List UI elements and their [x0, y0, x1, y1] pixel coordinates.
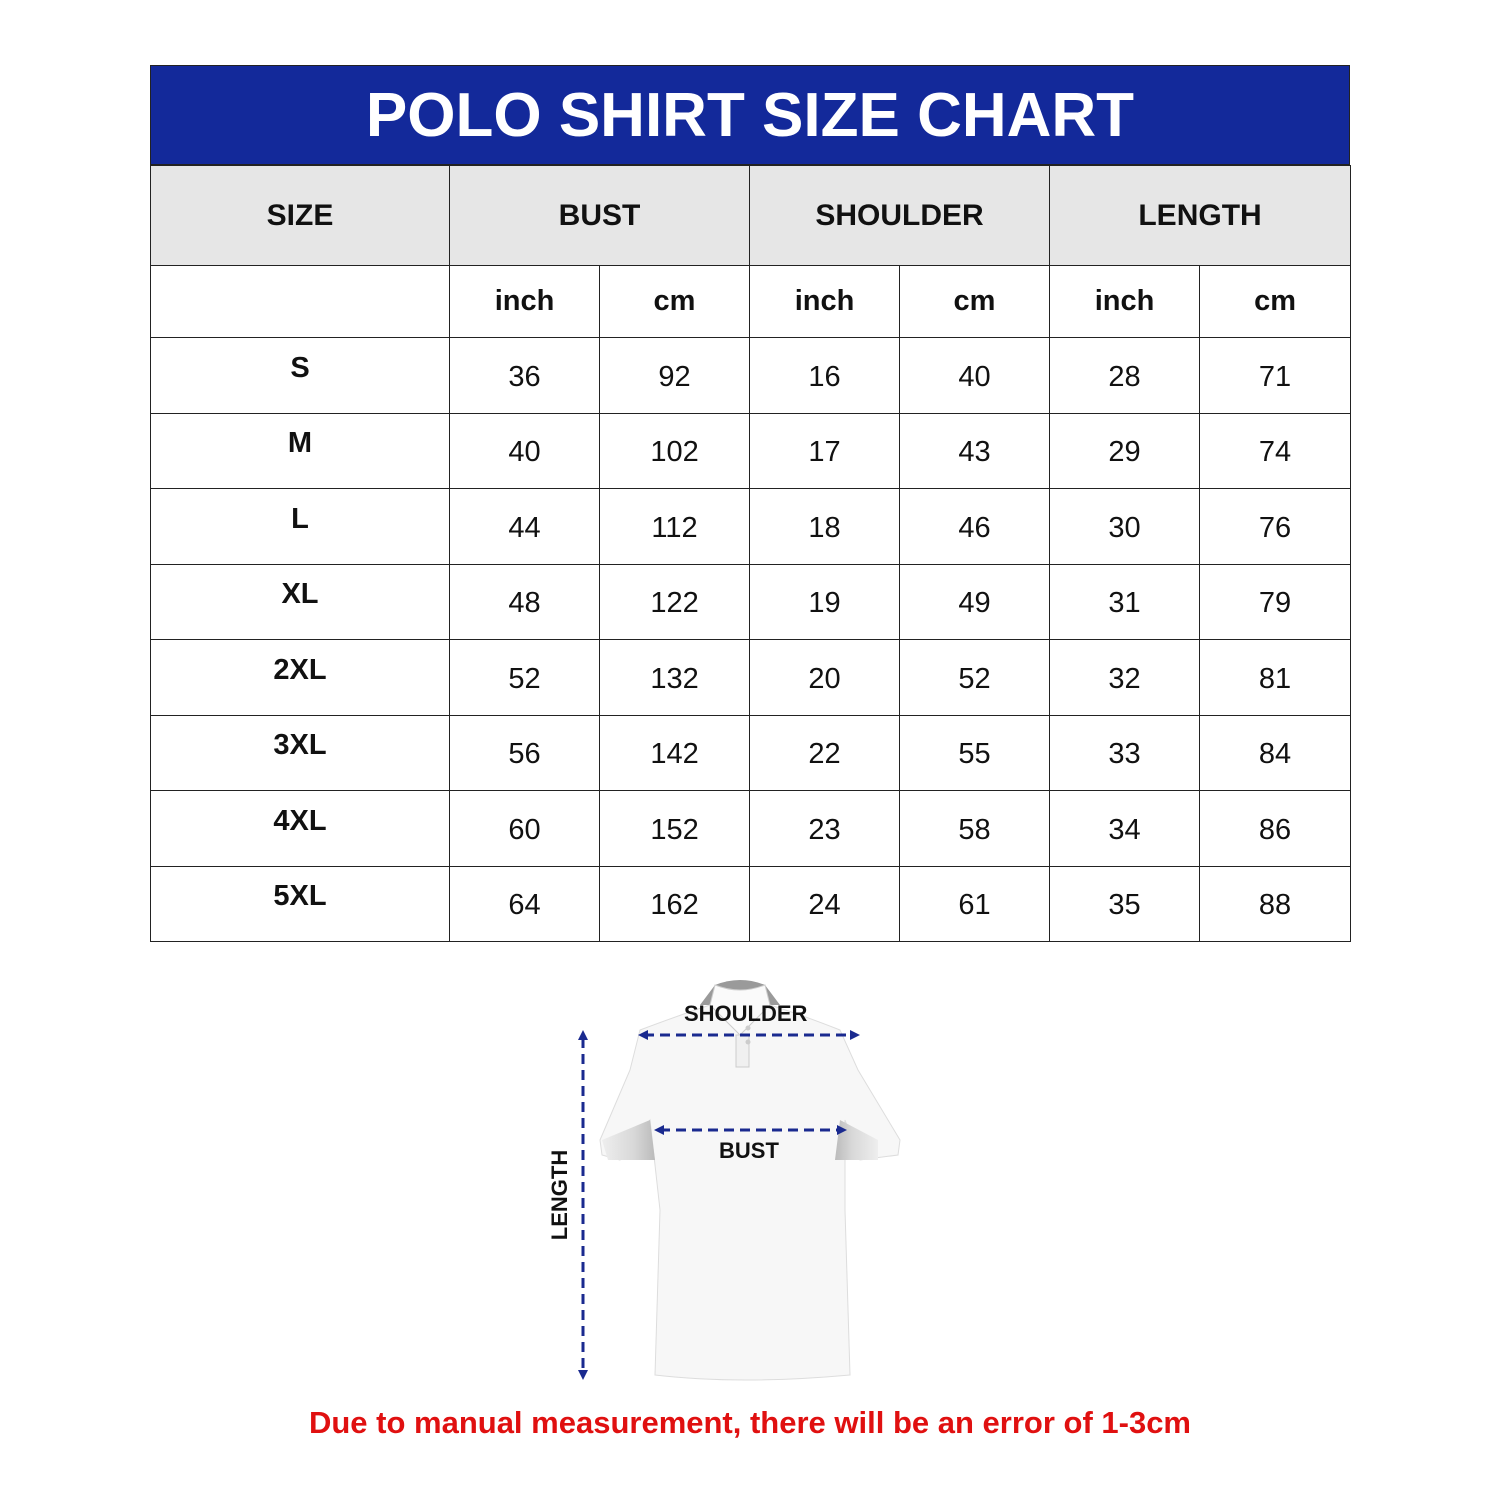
column-header-length: LENGTH — [1049, 165, 1352, 266]
column-header-shoulder: SHOULDER — [749, 165, 1051, 266]
unit-label: inch — [449, 265, 600, 338]
measurement-cell: 132 — [598, 639, 751, 716]
measurement-cell: 49 — [899, 563, 1051, 640]
chart-title: POLO SHIRT SIZE CHART — [150, 65, 1350, 165]
size-table: SIZE BUST SHOULDER LENGTH inch cm inch c… — [150, 165, 1352, 942]
size-cell: S — [150, 337, 450, 414]
measurement-cell: 28 — [1049, 337, 1201, 414]
column-header-bust: BUST — [448, 165, 751, 266]
size-cell: 4XL — [150, 790, 450, 867]
bust-arrow-icon — [654, 1125, 847, 1135]
unit-label: cm — [1199, 265, 1352, 338]
measurement-cell: 33 — [1049, 714, 1201, 791]
size-row: L 44 112 18 46 30 76 — [150, 488, 1352, 565]
measurement-cell: 40 — [449, 412, 600, 489]
measurement-cell: 40 — [899, 337, 1051, 414]
measurement-cell: 102 — [598, 412, 751, 489]
size-cell: 3XL — [150, 714, 450, 791]
measurement-cell: 17 — [749, 412, 901, 489]
size-chart: POLO SHIRT SIZE CHART SIZE BUST SHOULDER… — [150, 65, 1352, 942]
measurement-cell: 79 — [1199, 563, 1352, 640]
measurement-cell: 32 — [1049, 639, 1201, 716]
unit-label: cm — [899, 265, 1051, 338]
unit-label: inch — [749, 265, 901, 338]
measurement-cell: 88 — [1199, 865, 1352, 942]
measurement-cell: 74 — [1199, 412, 1352, 489]
unit-row: inch cm inch cm inch cm — [150, 265, 1352, 338]
size-row: 3XL 56 142 22 55 33 84 — [150, 714, 1352, 791]
measurement-cell: 18 — [749, 488, 901, 565]
measurement-note: Due to manual measurement, there will be… — [308, 1405, 1192, 1440]
measurement-cell: 92 — [598, 337, 751, 414]
measurement-cell: 20 — [749, 639, 901, 716]
shoulder-arrow-icon — [638, 1030, 860, 1040]
measurement-cell: 162 — [598, 865, 751, 942]
measurement-cell: 64 — [449, 865, 600, 942]
measurement-cell: 60 — [449, 790, 600, 867]
size-cell: M — [150, 412, 450, 489]
measurement-cell: 86 — [1199, 790, 1352, 867]
size-row: 5XL 64 162 24 61 35 88 — [150, 865, 1352, 942]
measurement-cell: 52 — [899, 639, 1051, 716]
measurement-cell: 34 — [1049, 790, 1201, 867]
measurement-cell: 16 — [749, 337, 901, 414]
bust-label: BUST — [719, 1138, 779, 1163]
polo-shirt-image — [578, 980, 901, 1381]
measurement-cell: 122 — [598, 563, 751, 640]
shoulder-label: SHOULDER — [684, 1001, 808, 1026]
size-cell: 5XL — [150, 865, 450, 942]
measurement-cell: 22 — [749, 714, 901, 791]
measurement-cell: 84 — [1199, 714, 1352, 791]
measurement-cell: 56 — [449, 714, 600, 791]
measurement-cell: 46 — [899, 488, 1051, 565]
unit-label: cm — [598, 265, 751, 338]
measurement-cell: 31 — [1049, 563, 1201, 640]
measurement-cell: 23 — [749, 790, 901, 867]
measurement-cell: 58 — [899, 790, 1051, 867]
measurement-cell: 81 — [1199, 639, 1352, 716]
size-row: 4XL 60 152 23 58 34 86 — [150, 790, 1352, 867]
measurement-cell: 52 — [449, 639, 600, 716]
measurement-cell: 24 — [749, 865, 901, 942]
measurement-cell: 152 — [598, 790, 751, 867]
length-arrow-icon — [578, 1030, 588, 1380]
size-cell: XL — [150, 563, 450, 640]
measurement-cell: 30 — [1049, 488, 1201, 565]
measurement-cell: 142 — [598, 714, 751, 791]
size-cell: L — [150, 488, 450, 565]
measurement-cell: 61 — [899, 865, 1051, 942]
measurement-cell: 19 — [749, 563, 901, 640]
shirt-diagram: SHOULDER BUST LENGTH — [540, 960, 940, 1400]
measurement-cell: 112 — [598, 488, 751, 565]
size-row: XL 48 122 19 49 31 79 — [150, 563, 1352, 640]
unit-blank — [150, 265, 450, 338]
size-row: M 40 102 17 43 29 74 — [150, 412, 1352, 489]
column-header-size: SIZE — [150, 165, 450, 266]
column-header-row: SIZE BUST SHOULDER LENGTH — [150, 165, 1352, 266]
unit-label: inch — [1049, 265, 1201, 338]
size-cell: 2XL — [150, 639, 450, 716]
measurement-cell: 76 — [1199, 488, 1352, 565]
measurement-cell: 29 — [1049, 412, 1201, 489]
size-row: 2XL 52 132 20 52 32 81 — [150, 639, 1352, 716]
measurement-cell: 48 — [449, 563, 600, 640]
length-label: LENGTH — [547, 1149, 573, 1241]
measurement-cell: 36 — [449, 337, 600, 414]
measurement-cell: 35 — [1049, 865, 1201, 942]
measurement-cell: 43 — [899, 412, 1051, 489]
measurement-cell: 44 — [449, 488, 600, 565]
measurement-cell: 55 — [899, 714, 1051, 791]
size-row: S 36 92 16 40 28 71 — [150, 337, 1352, 414]
measurement-cell: 71 — [1199, 337, 1352, 414]
